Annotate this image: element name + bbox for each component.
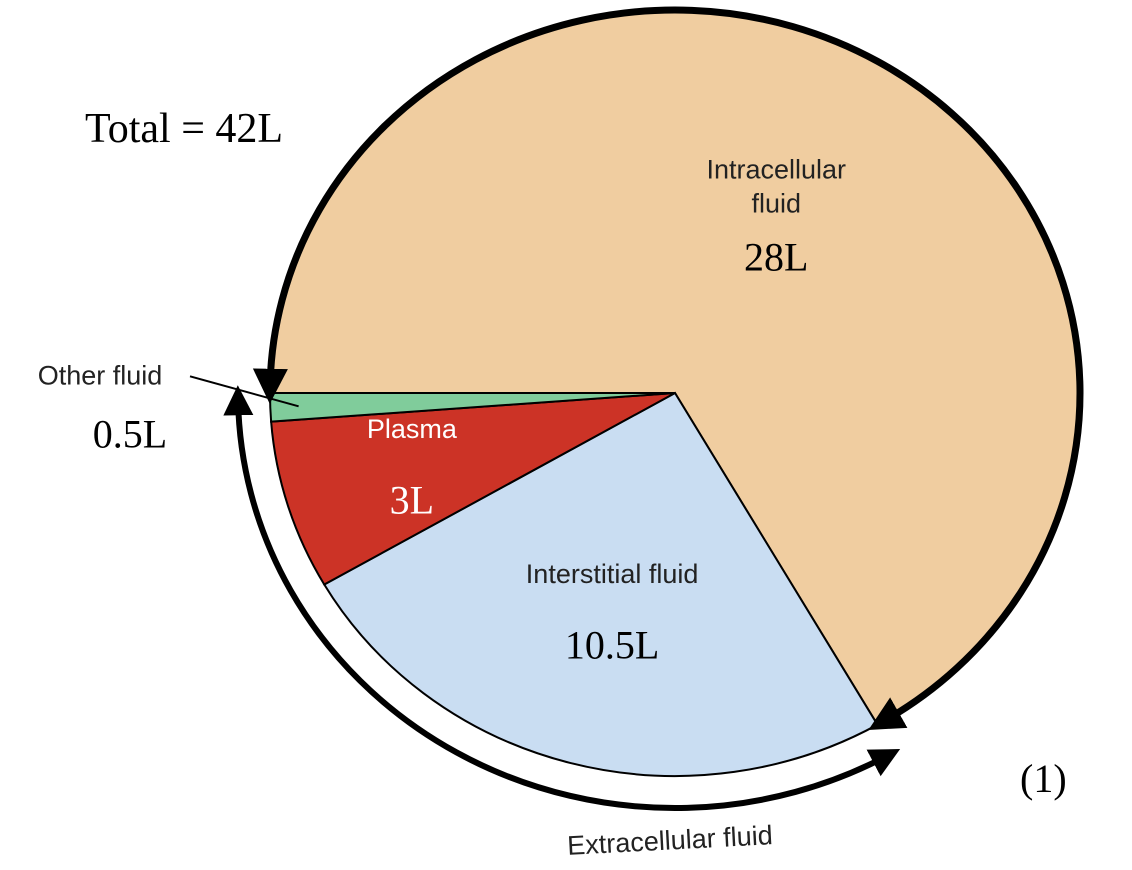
- slice-label: Interstitial fluid: [525, 559, 699, 590]
- value-label: 10.5L: [564, 622, 660, 668]
- slice-label: Other fluid: [37, 360, 163, 391]
- value-label: 28L: [744, 234, 809, 280]
- bracket-arrow: [252, 6, 1084, 730]
- chart-title: Total = 42L: [85, 106, 284, 152]
- bracket-arrow: [223, 385, 901, 811]
- slice-label: Intracellular fluid: [706, 154, 847, 219]
- value-label: 3L: [389, 477, 435, 523]
- slice-label: Plasma: [366, 413, 457, 444]
- figure-number: (1): [1020, 756, 1067, 801]
- value-label: 0.5L: [92, 411, 168, 457]
